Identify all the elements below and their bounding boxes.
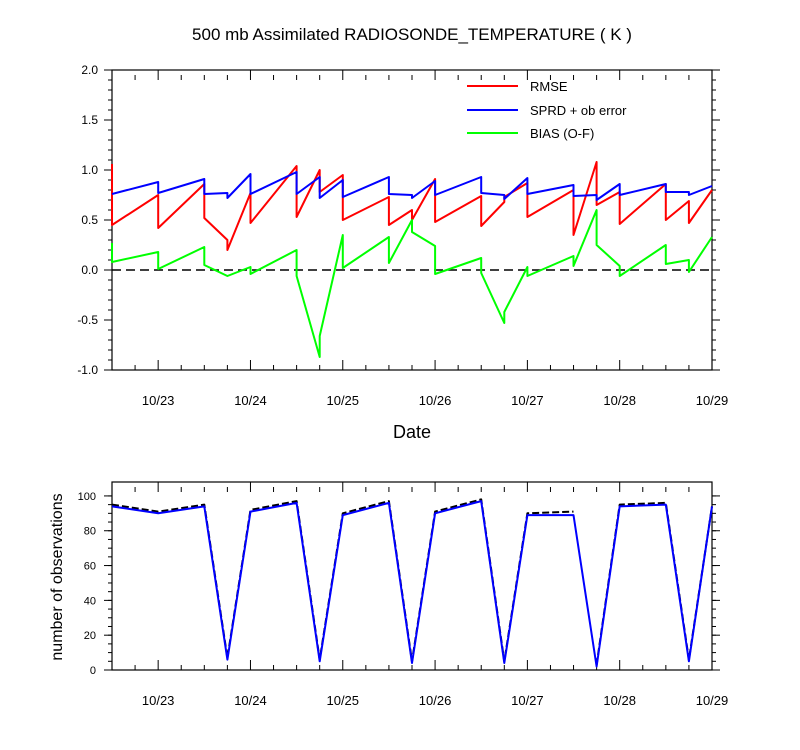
- x-axis-label: Date: [393, 422, 431, 442]
- legend-label: BIAS (O-F): [530, 126, 594, 141]
- x-tick-label: 10/28: [603, 693, 636, 708]
- obs-line-1: [111, 500, 713, 668]
- x-tick-label: 10/28: [603, 393, 636, 408]
- y-tick-label: -1.0: [77, 363, 98, 377]
- x-tick-label: 10/29: [696, 693, 729, 708]
- y-tick-label: 2.0: [81, 63, 98, 77]
- x-tick-label: 10/27: [511, 393, 544, 408]
- y-tick-label: 0.0: [81, 263, 98, 277]
- obs-line-0-b: [595, 501, 713, 665]
- x-tick-label: 10/27: [511, 693, 544, 708]
- y-tick-label: 80: [84, 526, 96, 538]
- chart-title: 500 mb Assimilated RADIOSONDE_TEMPERATUR…: [192, 25, 632, 44]
- y-tick-label: 20: [84, 630, 96, 642]
- bottom-axis-ticks: 10/23 10/24 10/25 10/26 10/27 10/28 10/29 100 80…: [78, 482, 729, 708]
- top-axis-ticks: 10/23 10/24 10/25 10/26 10/27 10/28 10/29 2.0 1.…: [77, 63, 728, 408]
- obs-line-0: [111, 498, 574, 663]
- legend: RMSE SPRD + ob error BIAS (O-F): [467, 79, 627, 141]
- series-line-1: [111, 171, 713, 201]
- y-tick-label: 100: [78, 491, 96, 503]
- series-line-0: [111, 161, 713, 251]
- y-tick-label: 0.5: [81, 213, 98, 227]
- top-series-lines: [111, 161, 713, 358]
- y-axis-label-observations: number of observations: [49, 493, 66, 660]
- y-tick-label: 40: [84, 595, 96, 607]
- bottom-plot-frame: [111, 481, 713, 671]
- legend-label: RMSE: [530, 79, 568, 94]
- x-tick-label: 10/26: [419, 693, 452, 708]
- x-tick-label: 10/23: [142, 693, 175, 708]
- legend-label: SPRD + ob error: [530, 103, 627, 118]
- y-tick-label: 0: [90, 665, 96, 677]
- x-tick-label: 10/26: [419, 393, 452, 408]
- series-line-2: [111, 209, 713, 358]
- x-tick-label: 10/25: [326, 693, 359, 708]
- x-tick-label: 10/23: [142, 393, 175, 408]
- y-tick-label: -0.5: [77, 313, 98, 327]
- y-tick-label: 60: [84, 561, 96, 573]
- x-tick-label: 10/24: [234, 393, 267, 408]
- y-tick-label: 1.5: [81, 113, 98, 127]
- y-tick-label: 1.0: [81, 163, 98, 177]
- x-tick-label: 10/24: [234, 693, 267, 708]
- bottom-series-lines: [111, 498, 713, 668]
- x-tick-label: 10/25: [326, 393, 359, 408]
- x-tick-label: 10/29: [696, 393, 729, 408]
